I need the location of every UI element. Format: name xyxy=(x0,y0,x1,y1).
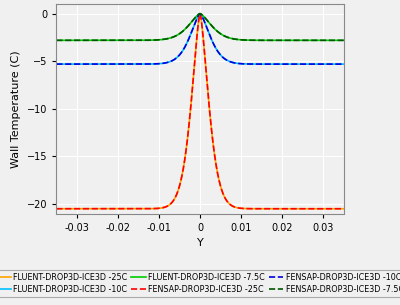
Legend: FLUENT-DROP3D-ICE3D -25C, FLUENT-DROP3D-ICE3D -10C, FLUENT-DROP3D-ICE3D -7.5C, F: FLUENT-DROP3D-ICE3D -25C, FLUENT-DROP3D-… xyxy=(0,270,400,297)
X-axis label: Y: Y xyxy=(197,238,203,248)
Y-axis label: Wall Temperature (C): Wall Temperature (C) xyxy=(11,50,21,168)
